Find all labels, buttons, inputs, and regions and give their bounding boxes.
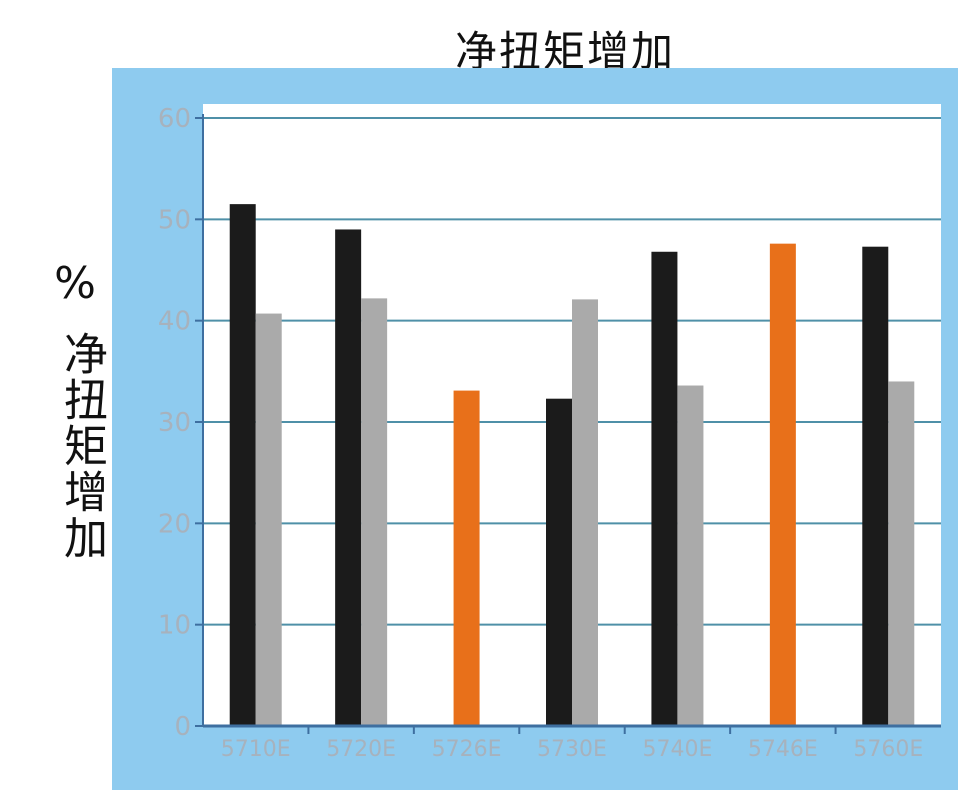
x-tick-label: 5710E: [221, 737, 291, 762]
bar-5710E-s0: [229, 204, 256, 727]
x-tick-labels: 5710E 5720E 5726E 5730E 5740E 5746E 5760E: [221, 737, 923, 762]
x-tick-label: 5720E: [326, 737, 396, 762]
y-axis-label: % 净扭矩增加: [52, 255, 107, 576]
bar-5746E-s1: [769, 243, 796, 727]
y-tick-label: 0: [174, 712, 191, 742]
x-tick-label: 5746E: [748, 737, 818, 762]
chart-title: 净扭矩增加: [455, 27, 676, 76]
x-tick-label: 5760E: [853, 737, 923, 762]
x-tick-label: 5726E: [432, 737, 502, 762]
bars: [229, 204, 915, 727]
y-tick-label: 10: [158, 611, 191, 641]
bar-5730E-s2: [572, 299, 598, 726]
bar-5740E-s2: [677, 385, 704, 726]
bar-5760E-s0: [862, 246, 889, 726]
x-tick-label: 5730E: [537, 737, 607, 762]
y-tick-label: 50: [158, 205, 191, 235]
y-tick-labels: 0 10 20 30 40 50 60: [158, 104, 191, 742]
x-tick-label: 5740E: [642, 737, 712, 762]
bar-5730E-s0: [546, 398, 572, 726]
bar-5720E-s2: [361, 298, 388, 726]
bar-5760E-s2: [888, 381, 915, 726]
y-tick-label: 40: [158, 307, 191, 337]
bar-5740E-s0: [651, 251, 678, 726]
bar-5710E-s2: [255, 313, 282, 726]
y-tick-label: 30: [158, 408, 191, 438]
bar-5720E-s0: [335, 229, 362, 726]
axes: [195, 114, 941, 734]
y-axis-title: 净扭矩增加: [56, 331, 107, 561]
y-tick-label: 60: [158, 104, 191, 134]
y-axis-unit: %: [54, 258, 96, 309]
bar-5726E-s1: [453, 390, 480, 726]
y-tick-label: 20: [158, 509, 191, 539]
